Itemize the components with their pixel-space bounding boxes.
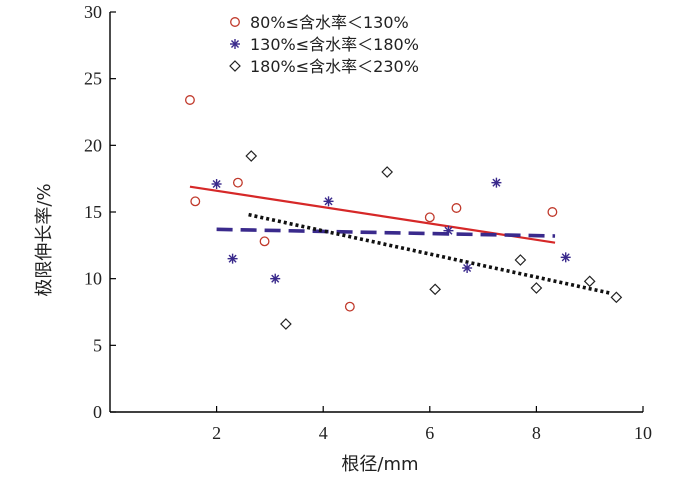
axes: 0 5 10 15 20 25 30 2 4 6 8 10 — [84, 2, 652, 443]
data-point-series-1 — [184, 95, 195, 105]
trend-line-2 — [216, 227, 556, 238]
data-point-series-1 — [451, 203, 462, 213]
x-tick-label: 10 — [634, 423, 652, 443]
data-point-series-2 — [270, 273, 281, 284]
y-tick-label: 20 — [84, 135, 102, 155]
asterisk-stroke — [230, 39, 240, 49]
legend-label-2: 130%≤含水率＜180% — [250, 35, 419, 54]
x-tick-label: 6 — [425, 423, 434, 443]
data-point-series-3 — [514, 254, 527, 266]
asterisk-stroke — [561, 253, 570, 262]
y-tick-label: 0 — [93, 402, 102, 422]
data-point-series-3 — [381, 166, 394, 178]
legend-label-1: 80%≤含水率＜130% — [250, 13, 409, 32]
data-point-series-2 — [462, 263, 473, 273]
x-tick-label: 2 — [212, 423, 221, 443]
asterisk-stroke — [228, 254, 237, 263]
legend-marker-3 — [229, 60, 241, 72]
y-axis-label: 极限伸长率/% — [34, 183, 55, 296]
legend: 80%≤含水率＜130% 130%≤含水率＜180% 180%≤含水率＜230% — [229, 13, 419, 76]
legend-marker-2 — [230, 39, 240, 49]
legend-marker-1 — [230, 17, 240, 27]
y-tick-label: 30 — [84, 2, 102, 22]
trend-line-3 — [248, 212, 612, 296]
data-point-series-1 — [259, 236, 270, 247]
y-tick-label: 15 — [84, 202, 102, 222]
asterisk-stroke — [444, 226, 453, 235]
data-point-series-3 — [610, 291, 623, 304]
data-point-series-3 — [280, 318, 292, 330]
data-point-series-2 — [211, 179, 222, 189]
asterisk-stroke — [271, 274, 280, 283]
trend-line-1 — [189, 185, 556, 244]
asterisk-stroke — [212, 179, 221, 189]
y-tick-label: 10 — [84, 269, 102, 289]
y-tick-label: 25 — [84, 69, 102, 89]
x-axis-label: 根径/mm — [341, 454, 418, 475]
data-point-series-3 — [429, 283, 441, 296]
asterisk-stroke — [463, 263, 472, 273]
data-point-series-1 — [232, 177, 243, 188]
y-tick-label: 5 — [93, 335, 102, 355]
data-point-series-2 — [323, 196, 334, 207]
data-point-series-2 — [491, 177, 502, 188]
data-point-series-2 — [227, 253, 238, 264]
data-point-series-2 — [443, 225, 454, 236]
data-point-series-3 — [530, 282, 543, 294]
x-tick-label: 4 — [319, 423, 328, 443]
legend-label-3: 180%≤含水率＜230% — [250, 57, 419, 76]
data-point-series-1 — [344, 301, 355, 312]
data-point-series-1 — [547, 207, 558, 217]
data-point-series-1 — [424, 212, 435, 223]
data-point-series-1 — [190, 196, 201, 207]
data-point-series-3 — [583, 275, 596, 288]
data-point-series-3 — [245, 150, 258, 162]
asterisk-stroke — [492, 178, 501, 187]
data-points — [184, 95, 623, 330]
asterisk-stroke — [324, 197, 333, 206]
trend-lines — [189, 185, 612, 296]
x-tick-label: 8 — [532, 423, 541, 443]
data-point-series-2 — [560, 252, 571, 263]
